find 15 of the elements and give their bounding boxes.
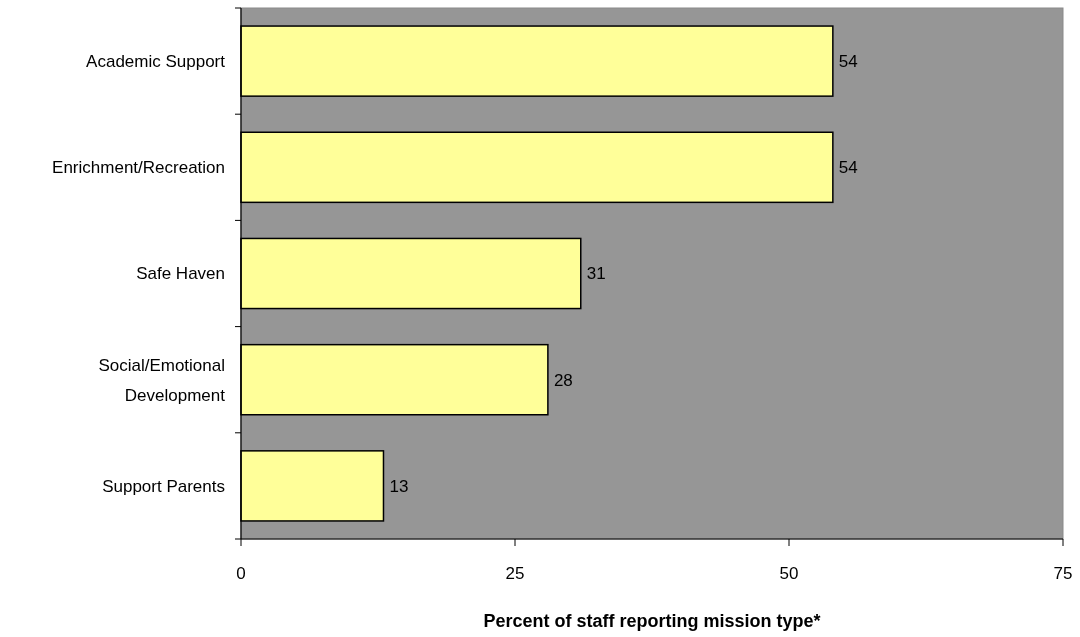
data-label: 28 <box>553 370 573 390</box>
data-label: 54 <box>838 52 858 72</box>
x-axis-title: Percent of staff reporting mission type* <box>483 611 821 631</box>
data-label: 13 <box>389 476 409 496</box>
y-tick-label: Safe Haven <box>136 264 225 284</box>
x-tick-label: 0 <box>236 564 246 583</box>
x-tick-label: 25 <box>505 564 525 583</box>
x-tick-label: 50 <box>779 564 799 583</box>
data-label: 54 <box>838 158 858 178</box>
x-tick-label: 75 <box>1053 564 1073 583</box>
y-tick-label: Academic Support <box>86 52 226 72</box>
y-tick-label: Social/Emotional Development <box>98 355 226 405</box>
data-label: 31 <box>586 264 606 284</box>
y-tick-label: Support Parents <box>102 476 225 496</box>
y-tick-label: Enrichment/Recreation <box>52 158 225 178</box>
